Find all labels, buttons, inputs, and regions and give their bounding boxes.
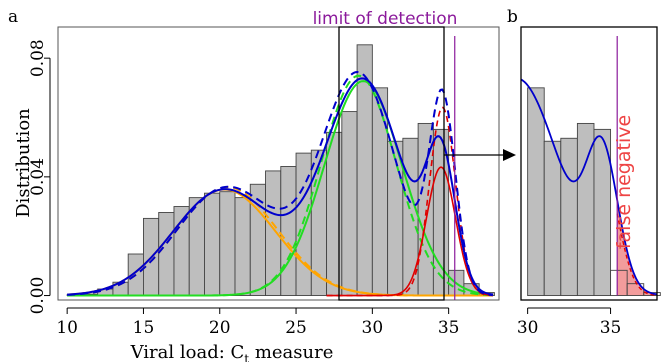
x-tick-label: 25	[285, 318, 307, 338]
panel-b-x-tick-label: 35	[600, 318, 622, 338]
zoom-histogram-bar	[543, 140, 562, 296]
y-axis-label: Distribution	[13, 108, 34, 218]
panel-a-x-axis: 10 15 20 25 30 35	[56, 307, 460, 338]
x-tick-label: 20	[209, 318, 231, 338]
histogram-bar	[219, 191, 236, 296]
panel-b-x-axis: 30 35	[517, 307, 622, 338]
mid-component-curve	[67, 80, 493, 297]
panel-a-curves	[67, 70, 494, 297]
x-tick-label: 35	[438, 318, 460, 338]
histogram-bar	[371, 87, 389, 296]
histogram-bar	[341, 111, 358, 296]
y-tick-label: 0.08	[28, 39, 48, 77]
zoom-total-density-curve	[520, 78, 658, 296]
zoom-arrow-head	[503, 149, 516, 161]
false-negative-label: false negative	[613, 115, 635, 249]
panel-b-curves	[520, 78, 658, 296]
histogram-bar	[280, 166, 297, 296]
zoom-late-component-curve	[616, 213, 658, 296]
panel-label-b: b	[507, 7, 518, 27]
limit-of-detection-label: limit of detection	[313, 9, 458, 29]
late-component-fit-curve	[326, 106, 493, 297]
panel-label-a: a	[8, 7, 18, 27]
panel-b-bars	[527, 87, 661, 296]
x-tick-label: 15	[133, 318, 155, 338]
zoom-histogram-bar	[610, 269, 628, 296]
panel-b-x-tick-label: 30	[517, 318, 539, 338]
early-component-fit-curve	[67, 186, 493, 297]
total-density-curve	[67, 77, 494, 296]
histogram-bar	[158, 212, 175, 296]
histogram-bar	[387, 140, 404, 296]
panel-a-y-axis: 0.00 0.04 0.08	[28, 39, 51, 315]
zoom-box	[338, 26, 445, 301]
zoom-histogram-bar	[560, 137, 578, 296]
x-tick-label: 30	[362, 318, 384, 338]
panel-a-plot-frame	[57, 26, 500, 301]
zoom-histogram-bar	[593, 128, 612, 296]
y-tick-label: 0.04	[28, 158, 48, 196]
y-tick-label: 0.00	[28, 277, 48, 315]
late-component-curve	[326, 166, 493, 297]
histogram-bar	[204, 192, 221, 296]
total-fit-curve	[67, 70, 493, 297]
x-tick-label: 10	[56, 318, 78, 338]
zoom-histogram-bar	[527, 87, 545, 296]
x-axis-label: Viral load: Ct measure	[130, 342, 334, 362]
histogram-bar	[234, 197, 251, 296]
histogram-bar	[295, 152, 312, 296]
panel-b-plot-frame	[520, 26, 658, 301]
